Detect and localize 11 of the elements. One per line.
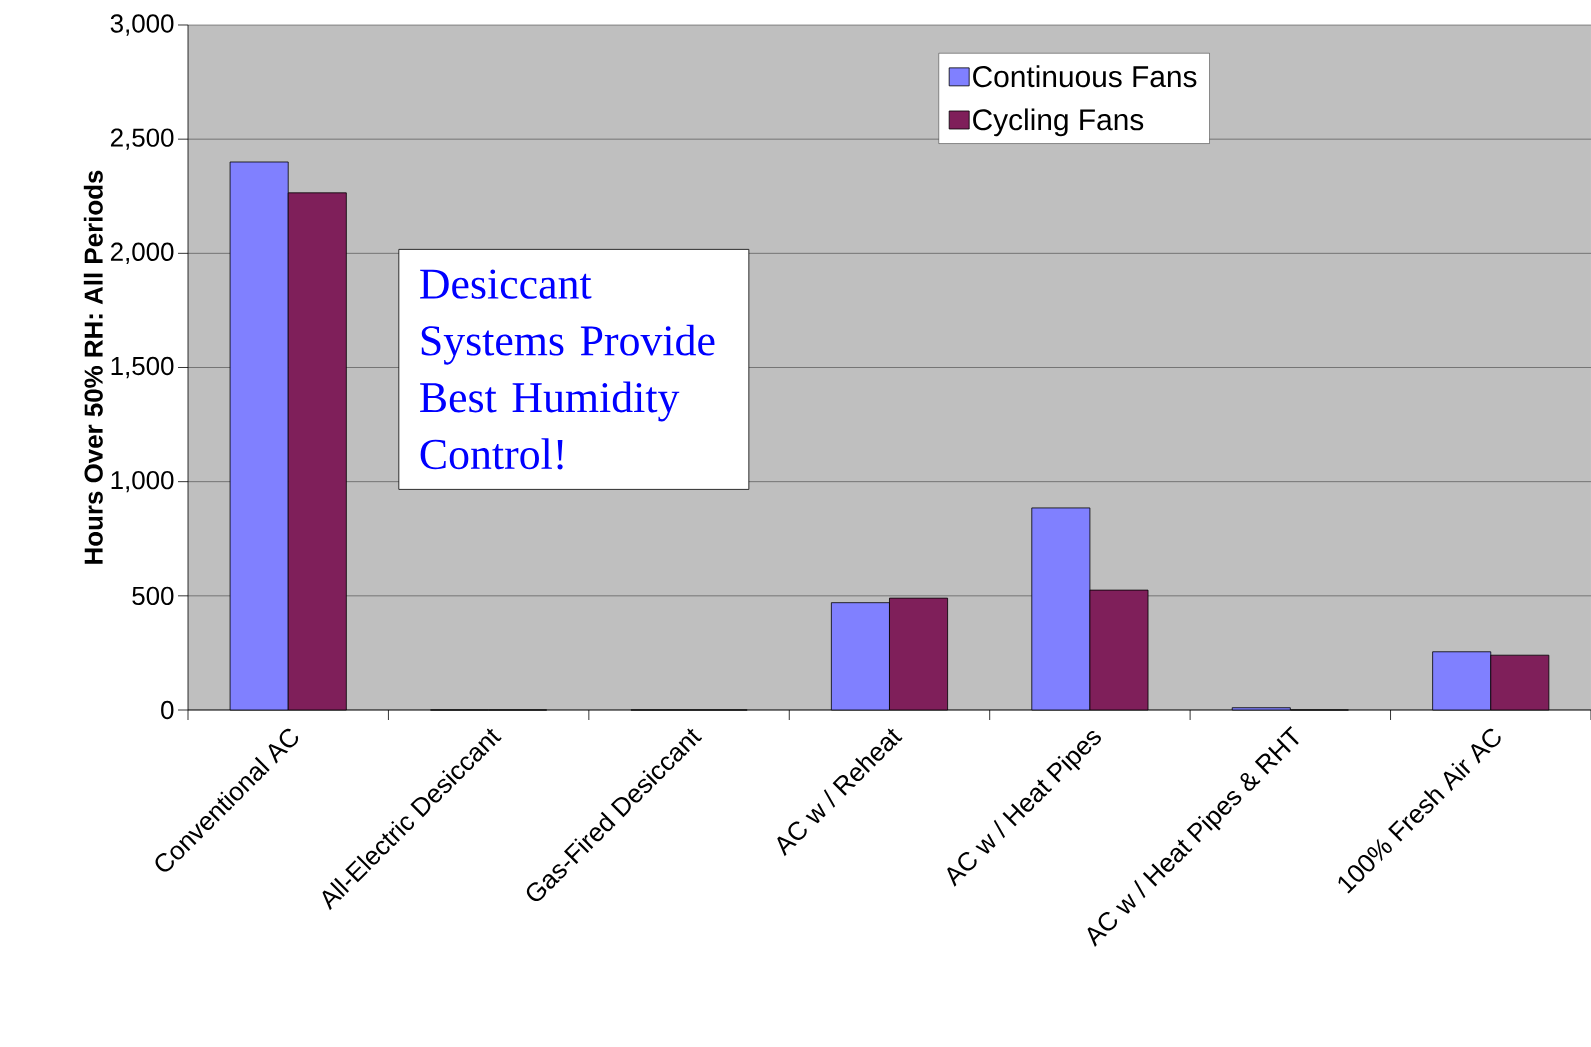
legend-label: Cycling Fans (973, 108, 1144, 137)
legend-label: Continuous Fans (973, 65, 1197, 88)
y-tick-label: 1,000 (111, 470, 174, 493)
y-tick-label: 0 (161, 700, 174, 720)
y-tick-label: 2,000 (110, 242, 174, 265)
y-tick-label: 3,000 (110, 14, 174, 36)
annotation: Desiccant Systems Provide Best Humidity Control! (420, 269, 715, 470)
y-tick-label: 500 (132, 586, 174, 605)
y-tick-label: 1,500 (111, 356, 174, 379)
y-tick-label: 2,500 (110, 128, 174, 150)
y-axis-title: Hours Over 50% RH: All Periods (83, 170, 103, 564)
